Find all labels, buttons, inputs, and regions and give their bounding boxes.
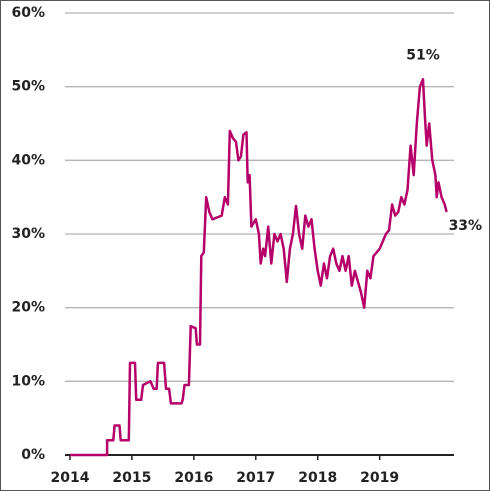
- x-tick-label: 2017: [236, 470, 275, 486]
- y-tick-label: 60%: [11, 5, 45, 21]
- x-tick-label: 2016: [174, 470, 213, 486]
- y-tick-label: 10%: [11, 373, 45, 389]
- y-tick-label: 20%: [11, 300, 45, 316]
- x-tick-label: 2014: [50, 470, 89, 486]
- line: [70, 78, 448, 457]
- x-tick-label: 2015: [112, 470, 151, 486]
- x-tick-label: 2019: [360, 470, 399, 486]
- y-tick-label: 0%: [21, 447, 45, 463]
- annotation: 33%: [449, 218, 483, 234]
- y-tick-label: 40%: [11, 152, 45, 168]
- x-tick-label: 2018: [298, 470, 337, 486]
- annotation: 51%: [406, 47, 440, 63]
- y-tick-label: 50%: [11, 79, 45, 95]
- y-tick-label: 30%: [11, 226, 45, 242]
